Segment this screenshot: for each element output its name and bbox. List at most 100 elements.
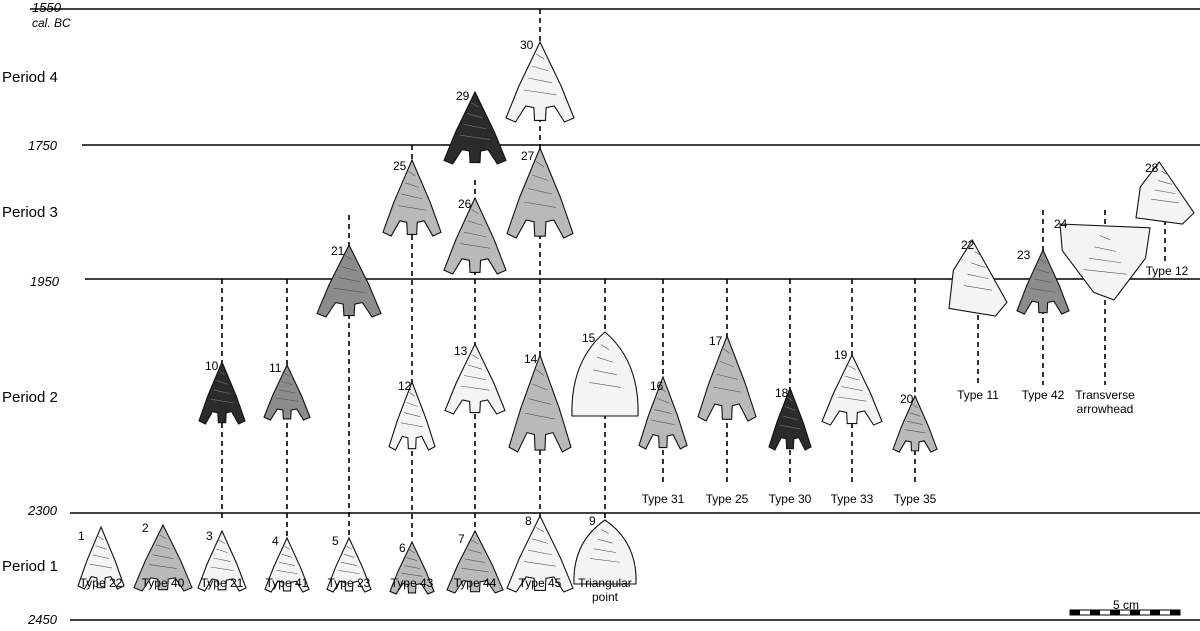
arrowhead-number: 2 — [142, 521, 149, 535]
flake-scar — [904, 429, 926, 434]
boundary-year-1550: 1550 — [32, 0, 62, 15]
arrowhead-10: 10 — [198, 359, 246, 425]
flake-scar — [460, 385, 490, 391]
arrowhead-number: 15 — [582, 331, 596, 345]
flake-scar — [281, 553, 293, 558]
flake-scar — [1088, 257, 1122, 264]
flake-scar — [841, 386, 863, 391]
arrowhead-outline — [389, 540, 435, 595]
flake-scar — [213, 389, 231, 394]
arrowhead-type-label: Type 41 — [266, 576, 309, 590]
flake-scar — [528, 398, 552, 405]
flake-scar — [343, 553, 355, 558]
arrowhead-outline — [443, 196, 507, 275]
arrowhead-outline — [382, 158, 442, 237]
flake-scar — [964, 285, 992, 291]
arrowhead-16: 16 Type 31 — [638, 375, 688, 506]
arrowhead-11: 11 — [263, 361, 311, 421]
arrowhead-21: 21 — [316, 243, 382, 318]
arrowhead-type-label: Type 21 — [201, 576, 244, 590]
flake-scar — [723, 348, 731, 355]
flake-scar — [535, 161, 545, 168]
arrowhead-outline — [505, 40, 575, 123]
arrowhead-14: 14 — [508, 352, 572, 453]
flake-scar — [535, 53, 545, 60]
arrowhead-13: 13 — [444, 342, 506, 415]
arrowhead-number: 22 — [961, 238, 975, 252]
flake-scar — [601, 529, 609, 534]
arrowhead-22: 22 Type 11 — [948, 238, 1008, 402]
arrowhead-outline — [506, 146, 574, 239]
flake-scar — [409, 391, 415, 397]
boundary-year-2450: 2450 — [27, 612, 58, 626]
flake-scar — [92, 554, 110, 559]
arrowhead-number: 16 — [650, 379, 664, 393]
flake-scar — [463, 124, 487, 130]
scale-bar-segment — [1170, 610, 1180, 615]
flake-scar — [346, 545, 352, 550]
arrowhead-9: 9 Triangular point — [573, 514, 637, 604]
arrowhead-outline — [1016, 248, 1070, 315]
arrowhead-number: 9 — [589, 514, 596, 528]
scale-bar-label: 5 cm — [1113, 598, 1139, 612]
flake-scar — [713, 386, 741, 393]
flake-scar — [651, 419, 675, 425]
arrowhead-number: 7 — [458, 532, 465, 546]
period-3-label: Period 3 — [2, 204, 58, 221]
flake-scar — [657, 398, 669, 404]
arrowhead-type-label: Type 35 — [894, 492, 937, 506]
arrowhead-outline — [1059, 223, 1151, 301]
flake-scar — [408, 171, 416, 177]
flake-scar — [1033, 278, 1053, 283]
period-2-label: Period 2 — [2, 389, 58, 406]
flake-scar — [338, 570, 360, 574]
flake-scar — [213, 557, 231, 562]
arrowhead-number: 25 — [393, 159, 407, 173]
arrowhead-outline — [1135, 161, 1195, 225]
flake-scar — [284, 545, 290, 550]
flake-scar — [218, 539, 226, 544]
flake-scar — [464, 558, 486, 563]
arrowhead-24: 24 Transverse arrowhead — [1054, 217, 1151, 416]
scale-bar-segment — [1130, 610, 1140, 615]
period-1-label: Period 1 — [2, 558, 58, 575]
flake-scar — [152, 554, 174, 559]
arrowhead-outline — [506, 514, 574, 593]
arrowhead-type-label: Type 44 — [454, 576, 497, 590]
flake-scar — [716, 373, 738, 380]
flake-scar — [406, 402, 418, 407]
arrowhead-type-label: Type 30 — [769, 492, 812, 506]
arrowhead-18: 18 Type 30 — [768, 386, 812, 506]
arrowhead-12: 12 — [388, 379, 436, 451]
flake-scar — [276, 570, 298, 574]
arrowhead-3: 3 Type 21 — [197, 529, 247, 592]
flake-scar — [590, 558, 620, 563]
arrowhead-number: 26 — [458, 197, 472, 211]
flake-scar — [404, 565, 420, 569]
flake-scar — [1030, 288, 1056, 293]
arrowhead-number: 20 — [900, 392, 914, 406]
flake-scar — [528, 549, 552, 556]
scale-bar-segment — [1070, 610, 1080, 615]
arrowhead-outline — [197, 529, 247, 592]
flake-scar — [784, 406, 796, 411]
arrowhead-outline — [948, 238, 1008, 317]
flake-scar — [597, 538, 613, 544]
boundary-year-2300: 2300 — [27, 503, 58, 518]
flake-scar — [219, 371, 225, 376]
flake-scar — [210, 566, 234, 571]
arrowhead-17: 17 Type 25 — [697, 334, 757, 506]
arrowhead-type-label: Type 11 — [957, 388, 999, 402]
flake-scar — [970, 262, 986, 268]
arrowhead-7: 7 Type 44 — [446, 529, 504, 594]
arrowhead-outline — [892, 394, 938, 453]
arrowhead-type-label: Type 12 — [1146, 264, 1189, 278]
flake-scar — [1039, 259, 1047, 264]
flake-scar — [1151, 198, 1179, 204]
flake-scar — [523, 89, 557, 96]
arrowhead-outline — [638, 375, 688, 450]
arrowhead-outline — [388, 380, 436, 451]
arrowhead-type-label: Type 33 — [831, 492, 874, 506]
arrowhead-outline — [198, 360, 246, 425]
flake-scar — [216, 380, 228, 385]
